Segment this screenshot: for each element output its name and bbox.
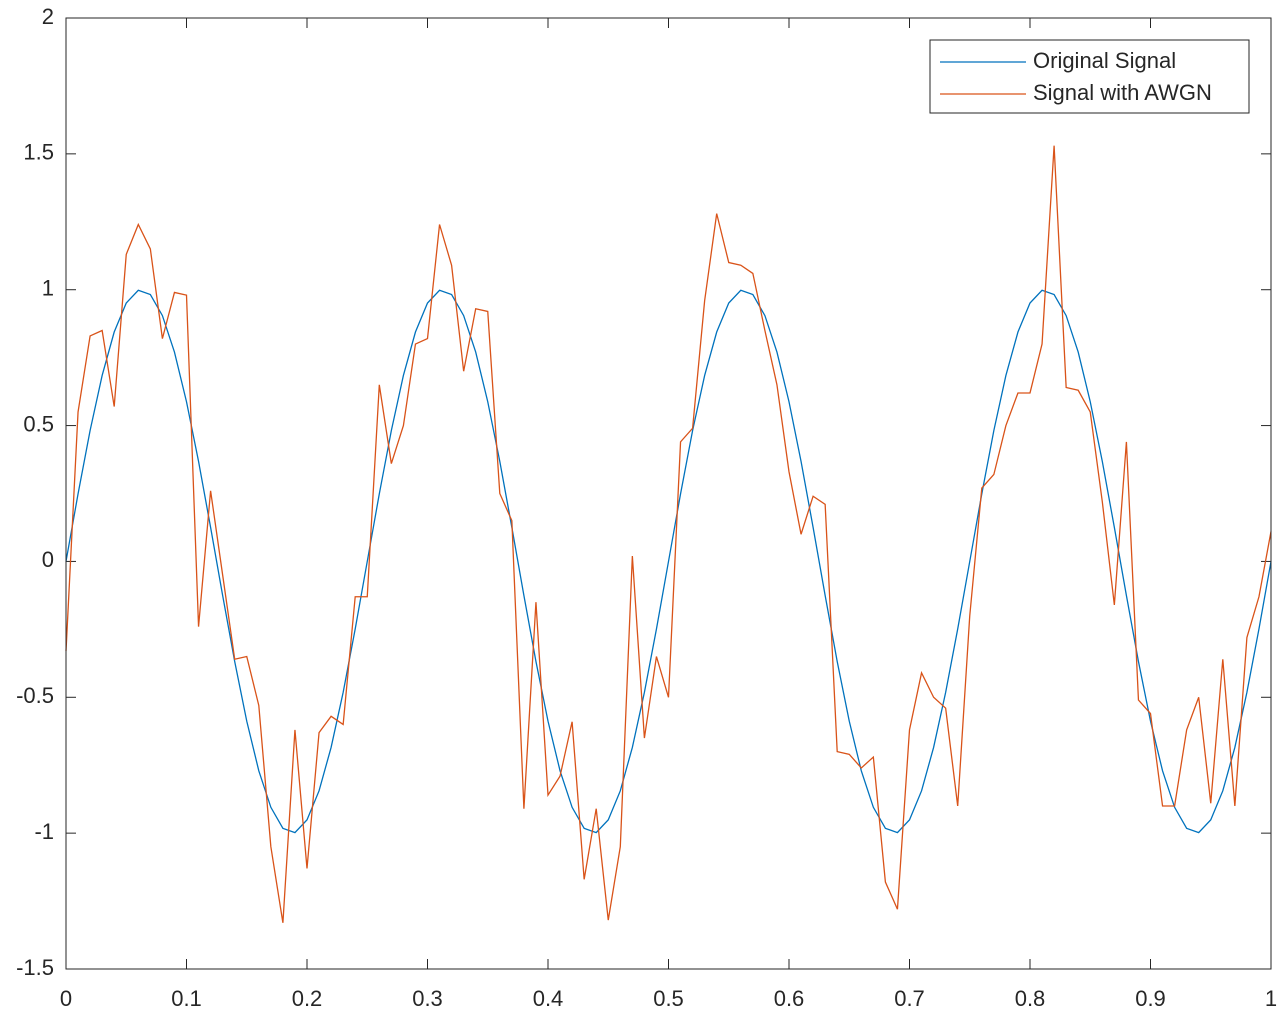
x-tick-label: 0.7 (894, 986, 925, 1011)
axes-box (65, 17, 1272, 970)
y-tick-label: -0.5 (16, 683, 54, 708)
x-tick-label: 0.3 (412, 986, 443, 1011)
legend-label: Signal with AWGN (1033, 80, 1212, 105)
x-tick-label: 0.1 (171, 986, 202, 1011)
y-tick-label: 1.5 (23, 140, 54, 165)
plot-area (66, 18, 1271, 969)
x-tick-label: 0.4 (533, 986, 564, 1011)
y-tick-label: -1 (34, 819, 54, 844)
y-tick-label: -1.5 (16, 955, 54, 980)
x-tick-label: 0 (60, 986, 72, 1011)
x-tick-label: 0.8 (1015, 986, 1046, 1011)
legend-box (929, 39, 1250, 114)
x-tick-label: 0.5 (653, 986, 684, 1011)
legend-label: Original Signal (1033, 48, 1176, 73)
x-tick-label: 0.9 (1135, 986, 1166, 1011)
x-tick-label: 0.6 (774, 986, 805, 1011)
series-line (65, 145, 1272, 923)
y-tick-label: 0.5 (23, 411, 54, 436)
x-tick-label: 0.2 (292, 986, 323, 1011)
y-tick-label: 2 (42, 4, 54, 29)
y-tick-label: 1 (42, 276, 54, 301)
y-tick-label: 0 (42, 547, 54, 572)
x-tick-label: 1 (1265, 986, 1277, 1011)
